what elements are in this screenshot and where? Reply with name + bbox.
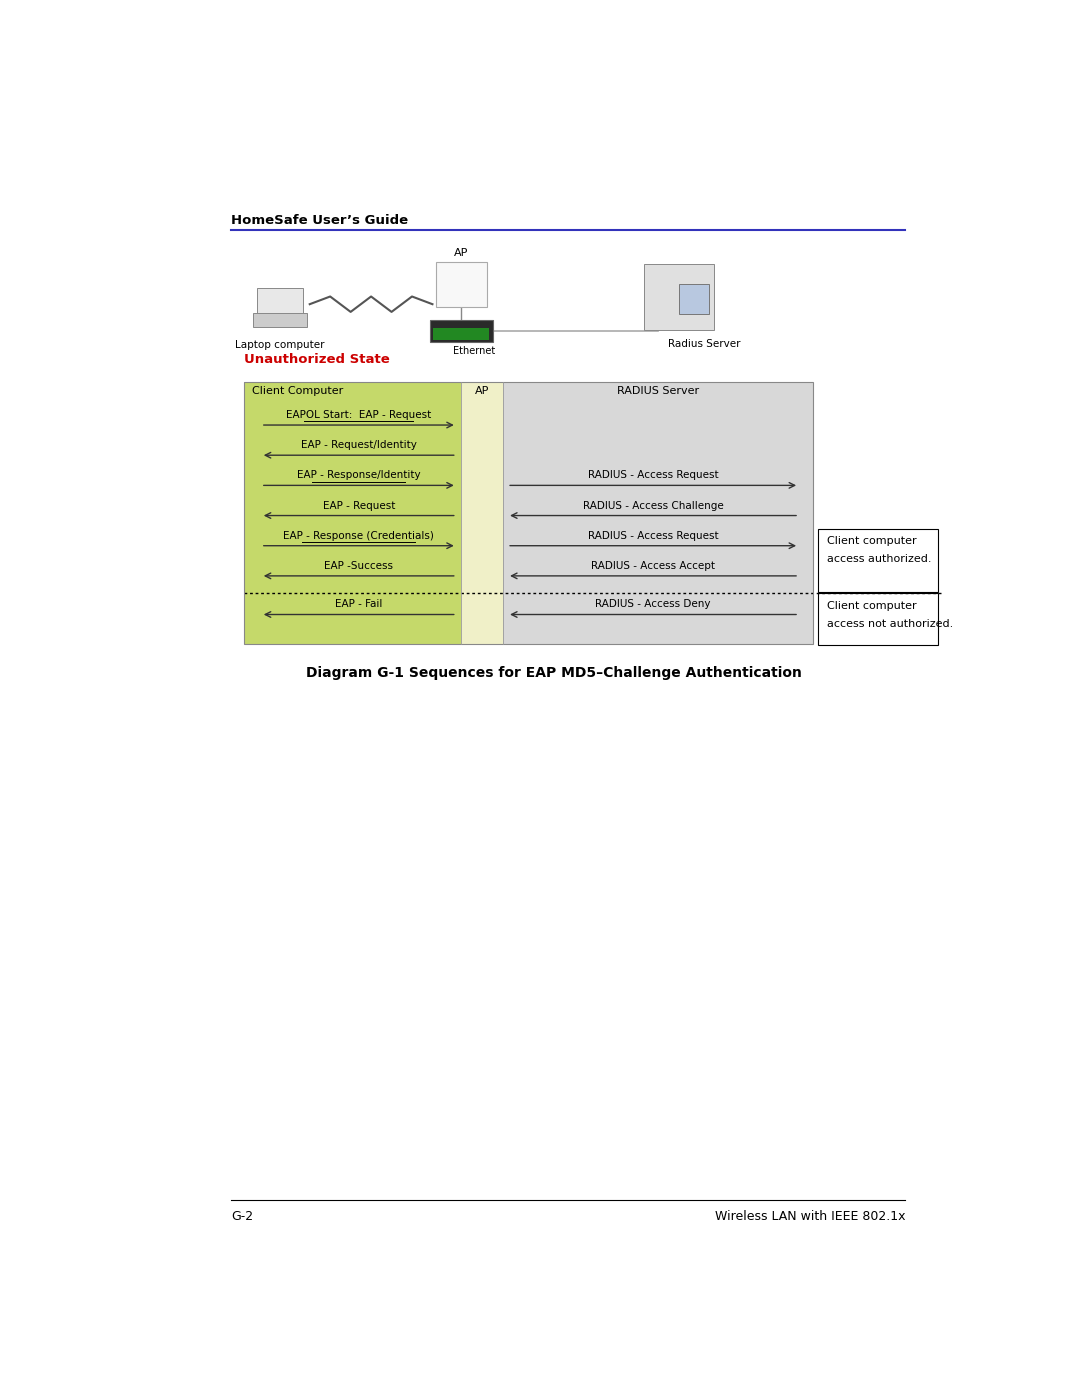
Text: access not authorized.: access not authorized. (827, 619, 954, 629)
Text: G-2: G-2 (231, 1210, 254, 1222)
Text: Diagram G-1 Sequences for EAP MD5–Challenge Authentication: Diagram G-1 Sequences for EAP MD5–Challe… (306, 666, 801, 680)
Bar (430, 320, 492, 342)
Text: AP: AP (455, 249, 469, 258)
Text: EAP - Response (Credentials): EAP - Response (Credentials) (283, 531, 434, 541)
Text: Ethernet: Ethernet (453, 345, 495, 356)
Bar (244, 381, 460, 644)
Text: RADIUS - Access Challenge: RADIUS - Access Challenge (583, 500, 724, 510)
Text: RADIUS - Access Deny: RADIUS - Access Deny (595, 599, 711, 609)
Bar (644, 264, 714, 330)
Text: EAP - Request: EAP - Request (323, 500, 395, 510)
Text: RADIUS - Access Request: RADIUS - Access Request (588, 471, 718, 481)
Text: Client computer: Client computer (827, 536, 917, 546)
Text: access authorized.: access authorized. (827, 555, 931, 564)
Bar (818, 594, 937, 645)
Text: Wireless LAN with IEEE 802.1x: Wireless LAN with IEEE 802.1x (715, 1210, 905, 1222)
Bar (253, 313, 307, 327)
Text: HomeSafe User’s Guide: HomeSafe User’s Guide (231, 214, 408, 226)
Text: EAP - Response/Identity: EAP - Response/Identity (297, 471, 420, 481)
Bar (244, 381, 813, 644)
Text: EAP - Fail: EAP - Fail (335, 599, 382, 609)
Text: Laptop computer: Laptop computer (235, 341, 325, 351)
Text: Radius Server: Radius Server (667, 339, 741, 349)
Text: RADIUS - Access Accept: RADIUS - Access Accept (591, 560, 715, 571)
Text: Client Computer: Client Computer (252, 387, 342, 397)
Text: EAPOL Start:  EAP - Request: EAPOL Start: EAP - Request (286, 411, 431, 420)
Text: RADIUS Server: RADIUS Server (617, 387, 699, 397)
Bar (433, 328, 489, 339)
Text: RADIUS - Access Request: RADIUS - Access Request (588, 531, 718, 541)
Bar (257, 288, 302, 317)
Bar (460, 381, 503, 644)
Text: Client computer: Client computer (827, 601, 917, 610)
Text: EAP -Success: EAP -Success (324, 560, 393, 571)
Text: AP: AP (475, 387, 489, 397)
Bar (503, 381, 813, 644)
Text: Unauthorized State: Unauthorized State (244, 353, 390, 366)
Bar (679, 284, 708, 313)
Bar (436, 263, 486, 307)
Bar (818, 529, 937, 592)
Text: EAP - Request/Identity: EAP - Request/Identity (301, 440, 417, 450)
